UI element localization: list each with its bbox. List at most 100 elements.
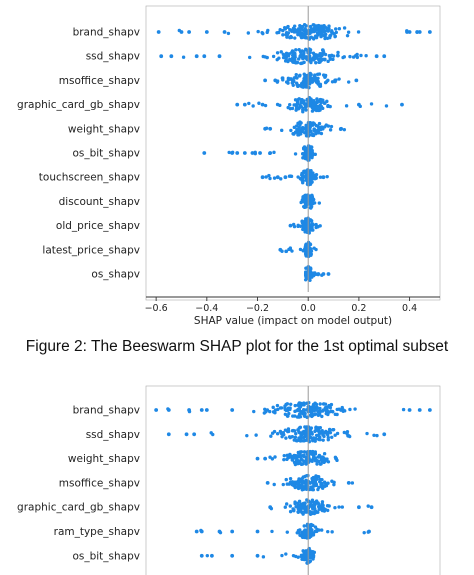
shap-point (325, 457, 329, 461)
shap-point (291, 414, 295, 418)
shap-point (305, 474, 309, 478)
plot-1-points (156, 22, 432, 282)
shap-point-outlier (187, 408, 191, 412)
shap-point (314, 61, 318, 65)
shap-point (300, 173, 305, 177)
shap-point (345, 33, 350, 38)
feature-row (255, 449, 339, 467)
shap-point (297, 415, 301, 419)
shap-point (345, 432, 349, 436)
shap-point (300, 476, 305, 481)
shap-point (292, 429, 297, 433)
shap-point (326, 460, 331, 464)
shap-point (304, 155, 309, 160)
shap-point (294, 48, 298, 52)
shap-point (311, 553, 316, 558)
shap-point (333, 433, 337, 437)
shap-point (318, 402, 322, 406)
shap-point (269, 434, 273, 438)
shap-point (293, 456, 297, 460)
shap-point (347, 80, 351, 84)
shap-point (290, 480, 295, 484)
shap-point-outlier (263, 456, 268, 461)
shap-point (286, 429, 290, 434)
shap-point (326, 481, 330, 485)
feature-row (202, 144, 317, 162)
shap-point (302, 99, 306, 103)
shap-point (315, 477, 319, 481)
x-tick-label: −0.2 (246, 303, 269, 314)
shap-point (331, 428, 335, 432)
shap-point-outlier (263, 126, 268, 131)
shap-point (316, 487, 320, 492)
shap-point (298, 24, 302, 28)
shap-point (287, 247, 291, 252)
shap-point (342, 127, 347, 132)
shap-point-outlier (357, 102, 361, 107)
shap-point (309, 228, 313, 232)
shap-point (309, 267, 313, 272)
shap-point (275, 403, 280, 408)
shap-point (288, 174, 293, 178)
shap-point (298, 73, 302, 78)
shap-point-outlier (204, 408, 209, 412)
shap-point (312, 29, 317, 33)
shap-point-outlier (260, 102, 265, 107)
shap-point-outlier (354, 78, 359, 83)
shap-point (295, 459, 299, 463)
shap-point (311, 481, 316, 486)
shap-point (302, 414, 307, 418)
shap-point (316, 413, 320, 417)
shap-point (313, 450, 317, 454)
shap-point (318, 409, 323, 414)
shap-point (291, 507, 295, 511)
shap-point (316, 455, 321, 459)
feature-row (268, 498, 374, 516)
shap-point (346, 30, 351, 34)
shap-point (340, 505, 344, 509)
feature-label: brand_shapv (73, 27, 140, 39)
shap-point-outlier (194, 529, 199, 534)
shap-point (211, 432, 215, 437)
shap-point (372, 433, 376, 437)
shap-point (309, 426, 314, 430)
shap-point (295, 127, 299, 132)
shap-point (353, 407, 357, 411)
shap-point (271, 410, 276, 414)
feature-label: weight_shapv (68, 123, 140, 135)
shap-point (315, 405, 319, 410)
shap-point (294, 72, 298, 77)
shap-point (316, 99, 321, 104)
shap-point-outlier (427, 30, 432, 34)
shap-point (330, 479, 334, 483)
shap-point (292, 76, 296, 80)
shap-point (315, 97, 319, 101)
shap-point-outlier (154, 408, 159, 412)
shap-point (288, 103, 292, 107)
shap-point (296, 555, 300, 559)
shap-point (321, 29, 326, 33)
shap-point (323, 125, 327, 129)
shap-point (315, 529, 319, 534)
shap-point (334, 78, 338, 82)
shap-point (359, 53, 363, 58)
shap-point (303, 505, 307, 510)
shap-point (298, 455, 302, 459)
shap-point (320, 528, 324, 532)
feature-row (265, 473, 355, 492)
shap-point (299, 52, 303, 57)
shap-point (317, 60, 321, 65)
shap-point (296, 57, 301, 61)
shap-point-outlier (235, 151, 240, 155)
shap-point-outlier (400, 102, 404, 107)
shap-point (295, 102, 300, 106)
shap-point (317, 121, 322, 126)
shap-point (316, 125, 321, 130)
shap-point-outlier (288, 223, 293, 228)
shap-point (302, 439, 306, 443)
shap-point (296, 133, 300, 137)
shap-point (365, 431, 369, 436)
shap-point (309, 500, 313, 504)
shap-point (342, 26, 347, 30)
shap-point (316, 510, 320, 514)
